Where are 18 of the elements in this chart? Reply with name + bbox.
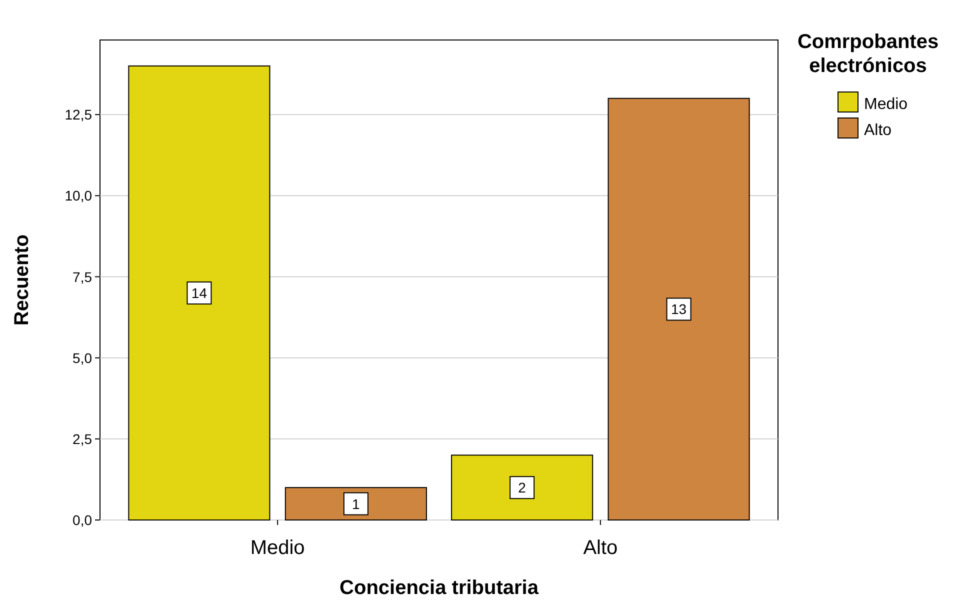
y-tick-label: 0,0 (72, 512, 92, 528)
data-label: 2 (518, 480, 526, 496)
y-tick-label: 10,0 (64, 188, 92, 204)
y-tick-label: 7,5 (72, 268, 92, 285)
y-tick-label: 2,5 (72, 430, 92, 447)
y-tick-label: 12,5 (64, 106, 92, 123)
x-axis-title: Conciencia tributaria (340, 577, 540, 599)
data-label: 14 (191, 284, 208, 301)
data-label: 13 (671, 301, 687, 318)
legend-label: Medio (864, 96, 908, 113)
legend-label: Alto (864, 122, 892, 139)
legend-title: Comrpobantes electrónicos (797, 31, 939, 77)
bar (608, 98, 750, 520)
y-axis-title: Recuento (11, 234, 33, 326)
y-tick-label: 5,0 (72, 350, 92, 366)
data-label: 1 (352, 496, 360, 512)
bar (128, 65, 270, 520)
bar (451, 454, 594, 520)
